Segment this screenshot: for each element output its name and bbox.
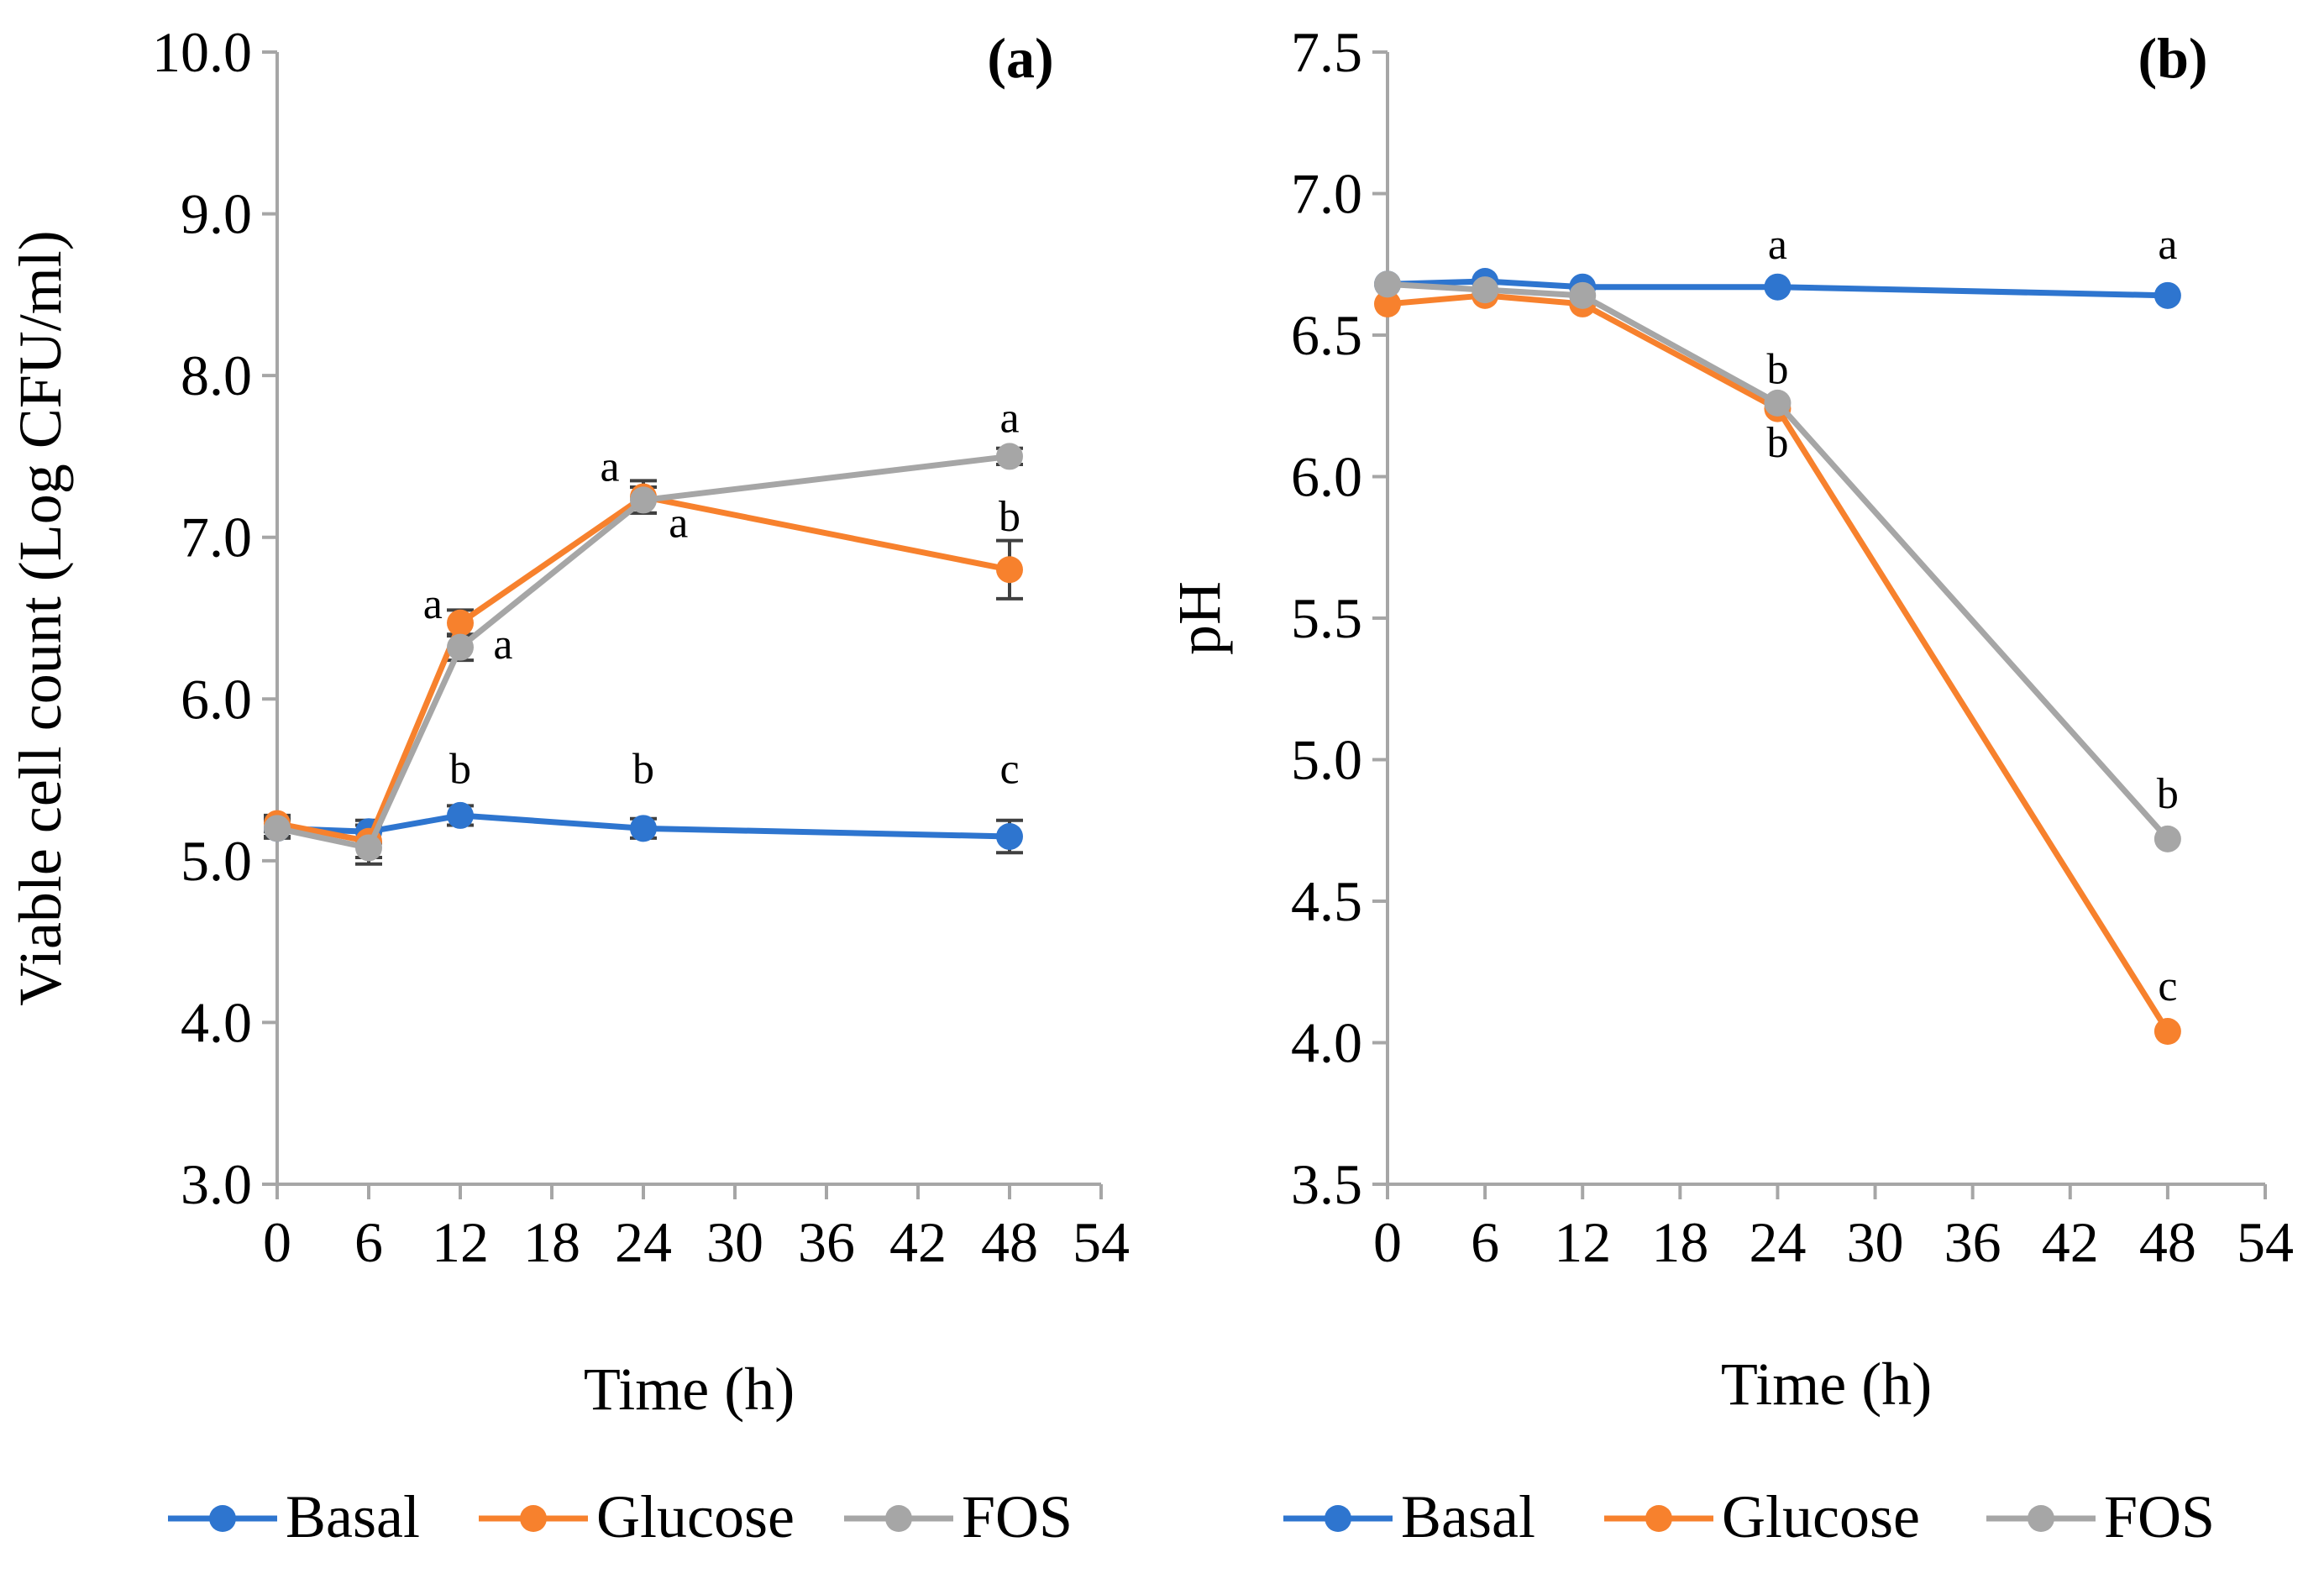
x-tick-label: 42: [889, 1210, 947, 1274]
x-tick-label: 30: [1847, 1210, 1904, 1274]
legend-swatch-marker-glucose: [1645, 1505, 1672, 1532]
significance-label: b: [2157, 770, 2179, 818]
legend-label-fos: FOS: [962, 1483, 1073, 1550]
x-tick-label: 48: [981, 1210, 1038, 1274]
data-point-fos: [264, 815, 291, 842]
significance-label: b: [1766, 345, 1788, 393]
significance-label: c: [2158, 962, 2177, 1010]
data-point-fos: [1472, 276, 1499, 304]
legend-swatch-marker-glucose: [520, 1505, 547, 1532]
chart-panel-a: 3.0 4.0 5.0 6.0 7.0 8.0 9.0 10.0 0 6 12 18 24 30 36 42 4…: [7, 20, 1130, 1550]
x-tick-label: 0: [1373, 1210, 1402, 1274]
legend-swatch-marker-fos: [2028, 1505, 2054, 1532]
x-tick-label: 0: [263, 1210, 291, 1274]
significance-label: a: [999, 395, 1019, 443]
legend-label-glucose: Glucose: [1722, 1483, 1920, 1550]
significance-label: b: [632, 745, 654, 793]
y-tick-label: 3.5: [1291, 1152, 1362, 1216]
y-tick-label: 7.0: [1291, 162, 1362, 226]
x-tick-label: 36: [1944, 1210, 2001, 1274]
x-tick-label: 30: [706, 1210, 763, 1274]
data-point-glucose: [1374, 290, 1401, 317]
data-point-basal: [996, 822, 1023, 850]
legend-label-basal: Basal: [286, 1483, 420, 1550]
legend: Basal Glucose FOS: [1283, 1483, 2215, 1550]
x-tick-label: 36: [798, 1210, 855, 1274]
significance-label: a: [1768, 221, 1787, 269]
x-tick-label: 54: [2237, 1210, 2294, 1274]
x-tick-label: 6: [354, 1210, 383, 1274]
y-tick-label: 5.0: [181, 829, 252, 893]
y-tick-label: 4.0: [181, 990, 252, 1054]
y-axis-title: pH: [1166, 581, 1233, 655]
y-tick-label: 7.0: [181, 506, 252, 569]
y-tick-label: 3.0: [181, 1152, 252, 1216]
x-tick-label: 42: [2042, 1210, 2099, 1274]
y-tick-label: 10.0: [152, 20, 252, 84]
legend-swatch-marker-basal: [209, 1505, 236, 1532]
x-tick-label: 6: [1471, 1210, 1499, 1274]
x-tick-label: 12: [1554, 1210, 1611, 1274]
legend-swatch-marker-fos: [885, 1505, 912, 1532]
data-point-fos: [1569, 281, 1597, 309]
legend-label-fos: FOS: [2104, 1483, 2215, 1550]
significance-label: a: [493, 621, 512, 669]
y-tick-label: 4.5: [1291, 869, 1362, 933]
x-tick-label: 24: [1749, 1210, 1806, 1274]
chart-panel-b: 3.5 4.0 4.5 5.0 5.5 6.0 6.5 7.0 7.5 0 6 12 18 24 30 36 4…: [1166, 20, 2294, 1550]
significance-label: a: [600, 443, 619, 490]
x-tick-label: 18: [523, 1210, 580, 1274]
data-point-fos: [1764, 389, 1792, 417]
y-tick-label: 9.0: [181, 182, 252, 246]
data-point-glucose: [447, 609, 474, 637]
panel-label: (b): [2138, 26, 2207, 90]
legend-label-basal: Basal: [1401, 1483, 1535, 1550]
data-point-glucose: [996, 556, 1023, 584]
significance-label: a: [423, 580, 443, 628]
y-tick-label: 5.5: [1291, 586, 1362, 650]
data-point-fos: [996, 443, 1023, 470]
significance-label: a: [669, 500, 688, 548]
x-axis-title: Time (h): [584, 1356, 795, 1423]
significance-label: a: [2158, 221, 2177, 269]
x-tick-label: 18: [1651, 1210, 1708, 1274]
data-point-basal: [1764, 273, 1792, 301]
data-point-basal: [447, 801, 474, 829]
x-axis-title: Time (h): [1721, 1351, 1932, 1418]
y-tick-label: 6.0: [181, 667, 252, 731]
legend-swatch-marker-basal: [1325, 1505, 1351, 1532]
data-point-basal: [2154, 281, 2181, 309]
x-tick-label: 54: [1073, 1210, 1130, 1274]
y-tick-label: 8.0: [181, 344, 252, 407]
y-tick-label: 7.5: [1291, 20, 1362, 84]
y-tick-label: 5.0: [1291, 728, 1362, 792]
legend: Basal Glucose FOS: [168, 1483, 1073, 1550]
data-point-fos: [355, 834, 382, 862]
data-point-glucose: [2154, 1018, 2181, 1046]
significance-label: b: [1766, 419, 1788, 467]
data-point-fos: [1374, 270, 1401, 298]
y-tick-label: 4.0: [1291, 1011, 1362, 1075]
significance-label: b: [999, 493, 1020, 541]
legend-label-glucose: Glucose: [596, 1483, 795, 1550]
y-tick-label: 6.5: [1291, 303, 1362, 367]
significance-label: c: [999, 745, 1019, 793]
data-point-basal: [630, 815, 657, 842]
data-point-fos: [2154, 825, 2181, 852]
y-tick-label: 6.0: [1291, 445, 1362, 509]
x-tick-label: 24: [615, 1210, 672, 1274]
panel-label: (a): [987, 26, 1053, 90]
y-axis-title: Viable cell count (Log CFU/ml): [7, 230, 74, 1005]
x-tick-label: 12: [432, 1210, 489, 1274]
x-tick-label: 48: [2139, 1210, 2196, 1274]
significance-label: b: [449, 745, 471, 793]
data-point-fos: [630, 486, 657, 514]
data-point-fos: [447, 633, 474, 661]
